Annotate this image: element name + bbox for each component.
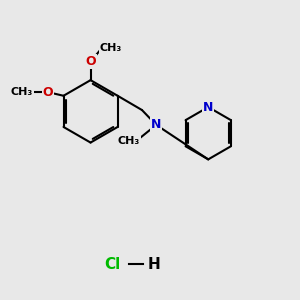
Text: O: O [85, 55, 96, 68]
Text: CH₃: CH₃ [118, 136, 140, 146]
Text: N: N [151, 118, 161, 131]
Text: Cl: Cl [105, 257, 121, 272]
Text: CH₃: CH₃ [11, 87, 33, 97]
Text: N: N [203, 100, 213, 114]
Text: O: O [43, 86, 53, 99]
Text: CH₃: CH₃ [100, 43, 122, 53]
Text: H: H [148, 257, 161, 272]
